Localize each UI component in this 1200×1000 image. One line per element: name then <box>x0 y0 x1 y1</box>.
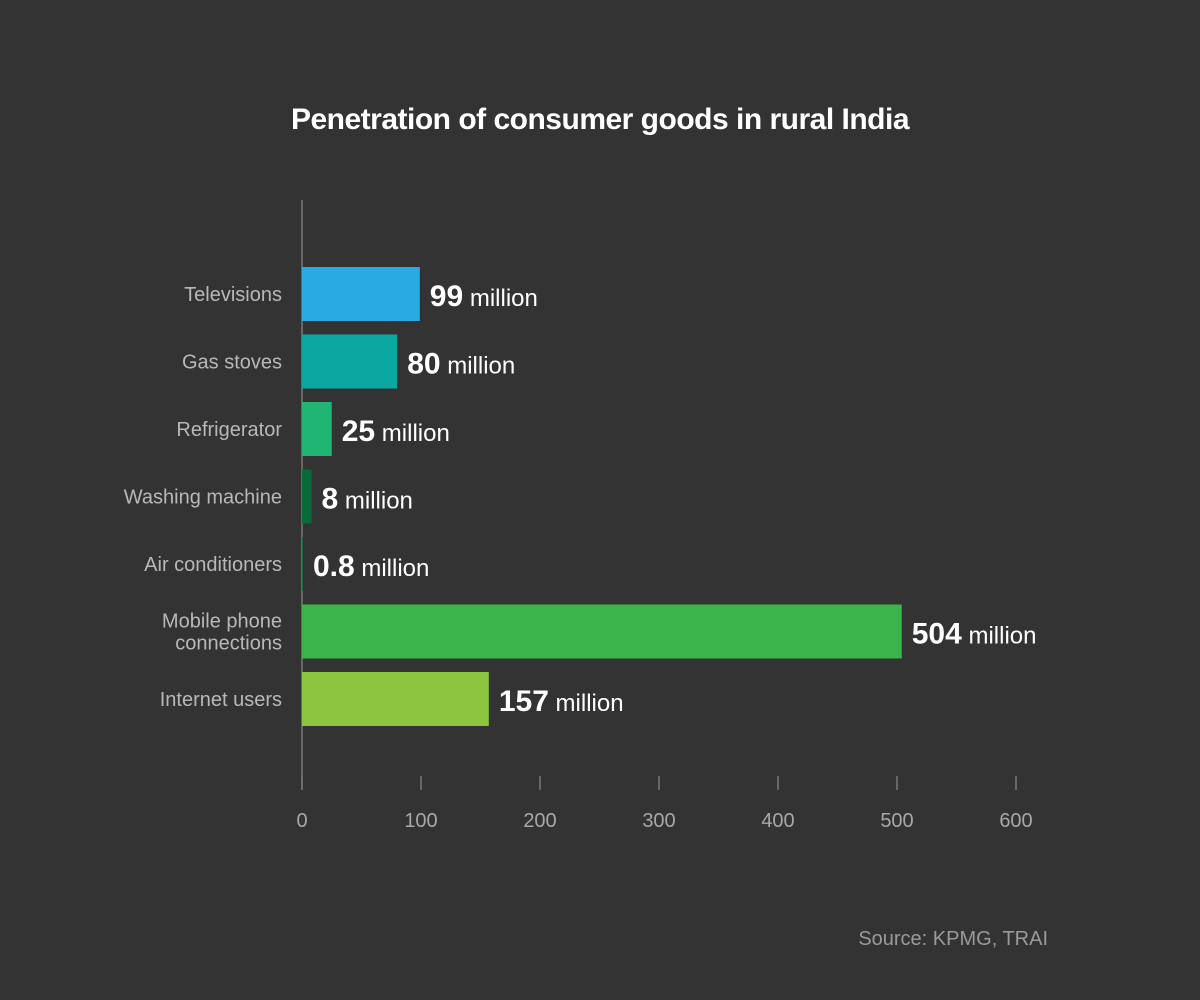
bar <box>302 469 312 524</box>
value-label: 157 million <box>499 685 624 718</box>
x-tick-label: 500 <box>880 810 913 832</box>
bar <box>302 604 902 659</box>
value-label: 504 million <box>912 618 1037 651</box>
category-label: Gas stoves <box>182 352 282 374</box>
bar <box>302 672 489 726</box>
bar <box>302 402 332 456</box>
x-tick-label: 400 <box>761 810 794 832</box>
category-label: Televisions <box>184 284 282 306</box>
value-label: 25 million <box>342 415 450 448</box>
x-tick-label: 100 <box>404 810 437 832</box>
category-label: Mobile phone connections <box>162 611 282 655</box>
source-note: Source: KPMG, TRAI <box>858 928 1048 950</box>
category-label: Refrigerator <box>176 419 282 441</box>
category-label: Internet users <box>160 689 282 711</box>
category-label: Air conditioners <box>144 554 282 576</box>
category-label: Washing machine <box>124 487 282 509</box>
value-label: 80 million <box>407 348 515 381</box>
value-label: 99 million <box>430 280 538 313</box>
bar <box>302 334 398 389</box>
x-tick-label: 0 <box>296 810 307 832</box>
value-label: 0.8 million <box>313 550 429 583</box>
bar <box>302 267 420 321</box>
bar <box>302 537 303 591</box>
x-tick-label: 200 <box>523 810 556 832</box>
chart-title: Penetration of consumer goods in rural I… <box>290 103 910 136</box>
x-tick-label: 300 <box>642 810 675 832</box>
value-label: 8 million <box>322 483 413 516</box>
x-tick-label: 600 <box>999 810 1032 832</box>
